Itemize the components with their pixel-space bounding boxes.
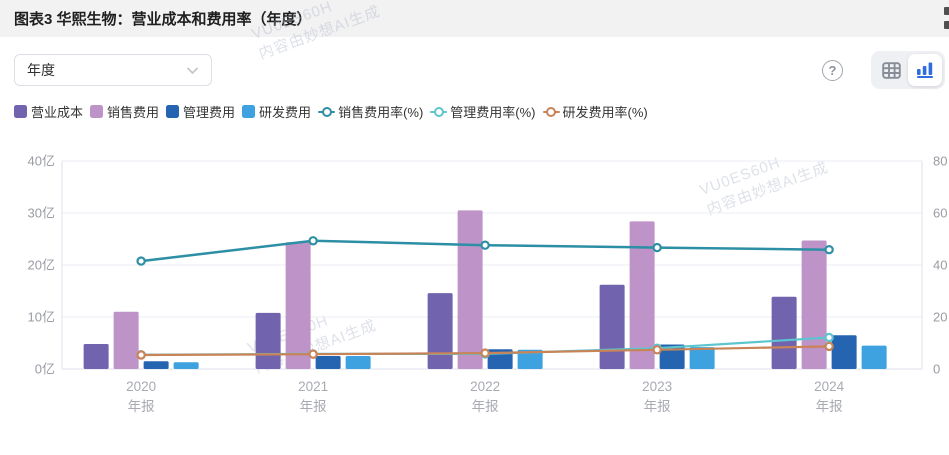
right-axis-tick-label: 0: [933, 362, 940, 377]
chevron-down-icon: [186, 66, 199, 74]
bar-销售费用-2024: [801, 240, 827, 369]
right-axis-tick-label: 80: [933, 154, 947, 169]
legend-label: 营业成本: [31, 105, 84, 120]
bar-研发费用-2020: [173, 362, 199, 369]
period-dropdown-value: 年度: [27, 62, 55, 78]
right-axis-tick-label: 60: [933, 206, 947, 221]
left-axis-tick-label: 0亿: [35, 362, 55, 377]
bar-研发费用-2023: [689, 347, 715, 369]
legend-line-marker-icon: [542, 105, 560, 118]
point-销售费用率(%)-2022: [480, 240, 490, 250]
bar-研发费用-2021: [345, 356, 371, 369]
legend-swatch-icon: [166, 105, 180, 118]
bar-研发费用-2022: [517, 349, 543, 369]
chart-legend: 营业成本 销售费用 管理费用 研发费用 销售费用率(%) 管理费用率(%) 研发费用率(%): [14, 102, 655, 121]
chart-view-button[interactable]: [908, 54, 942, 86]
bar-销售费用-2023: [629, 221, 655, 369]
x-axis-label-period: 年报: [644, 399, 671, 414]
x-axis-label-period: 年报: [128, 399, 155, 414]
legend-swatch-icon: [90, 105, 104, 118]
right-axis-tick-label: 40: [933, 258, 947, 273]
help-icon[interactable]: ?: [822, 60, 843, 81]
legend-label: 管理费用: [183, 105, 236, 120]
point-销售费用率(%)-2021: [308, 236, 318, 246]
point-研发费用率(%)-2021: [308, 349, 318, 359]
legend-line-marker-icon: [318, 105, 336, 118]
left-axis-tick-label: 10亿: [28, 310, 55, 325]
x-axis-label-period: 年报: [472, 399, 499, 414]
right-axis-tick-label: 20: [933, 310, 947, 325]
point-管理费用率(%)-2024: [824, 332, 834, 343]
bar-营业成本-2023: [599, 284, 625, 369]
legend-label: 研发费用率(%): [562, 105, 648, 120]
legend-item-管理费用率(%)[interactable]: 管理费用率(%): [430, 102, 536, 121]
legend-label: 销售费用率(%): [338, 105, 424, 120]
point-销售费用率(%)-2023: [652, 242, 662, 253]
bar-营业成本-2021: [255, 312, 281, 369]
x-axis-label-year: 2022: [470, 379, 500, 394]
x-axis-label-period: 年报: [816, 399, 843, 414]
left-axis-tick-label: 30亿: [28, 206, 55, 221]
toolbar: 年度 ?: [0, 50, 949, 90]
help-glyph: ?: [828, 63, 837, 78]
x-axis-label-year: 2024: [814, 379, 845, 394]
table-view-button[interactable]: [874, 54, 908, 86]
legend-item-研发费用率(%)[interactable]: 研发费用率(%): [542, 102, 648, 121]
point-研发费用率(%)-2023: [652, 345, 662, 355]
table-icon: [881, 61, 901, 79]
legend-swatch-icon: [14, 105, 27, 118]
view-toggle: [871, 51, 945, 89]
point-研发费用率(%)-2020: [136, 350, 146, 360]
point-销售费用率(%)-2024: [824, 244, 834, 255]
clipped-edge-icon: [944, 7, 949, 33]
bar-销售费用-2021: [285, 242, 311, 369]
left-axis-tick-label: 40亿: [28, 154, 55, 169]
point-研发费用率(%)-2022: [480, 348, 490, 358]
bar-销售费用-2020: [113, 311, 139, 369]
x-axis-label-year: 2021: [298, 379, 328, 394]
legend-item-销售费用[interactable]: 销售费用: [90, 102, 159, 121]
header: 图表3 华熙生物：营业成本和费用率（年度）: [0, 0, 949, 37]
legend-line-marker-icon: [430, 105, 448, 118]
bar-管理费用-2020: [143, 361, 169, 369]
legend-label: 销售费用: [107, 105, 160, 120]
point-研发费用率(%)-2024: [824, 341, 834, 352]
legend-item-管理费用[interactable]: 管理费用: [166, 102, 235, 121]
x-axis-label-period: 年报: [300, 399, 327, 414]
point-销售费用率(%)-2020: [136, 256, 146, 266]
legend-swatch-icon: [242, 105, 256, 118]
bar-营业成本-2024: [771, 296, 797, 369]
legend-item-研发费用[interactable]: 研发费用: [242, 102, 311, 121]
left-axis-tick-label: 20亿: [28, 258, 55, 273]
bar-管理费用-2024: [831, 335, 857, 369]
x-axis-label-year: 2023: [642, 379, 672, 394]
bar-研发费用-2024: [861, 345, 887, 369]
bar-营业成本-2020: [83, 344, 109, 369]
page-title: 图表3 华熙生物：营业成本和费用率（年度）: [14, 11, 312, 28]
x-axis-label-year: 2020: [126, 379, 156, 394]
legend-label: 研发费用: [259, 105, 312, 120]
chart-plot-area: 0亿 0 10亿 20 20亿 40 30亿 60 40亿 80 2020 年报 2021 年报 2022 年…: [28, 154, 948, 415]
bar-chart-icon: [917, 62, 933, 75]
period-dropdown[interactable]: 年度: [14, 54, 212, 86]
bar-管理费用-2021: [315, 356, 341, 369]
legend-item-销售费用率(%)[interactable]: 销售费用率(%): [318, 102, 423, 121]
bar-营业成本-2022: [427, 293, 453, 369]
bar-销售费用-2022: [457, 210, 483, 369]
legend-label: 管理费用率(%): [450, 105, 536, 120]
legend-item-营业成本[interactable]: 营业成本: [14, 102, 83, 121]
active-tab-underline: [917, 76, 933, 78]
